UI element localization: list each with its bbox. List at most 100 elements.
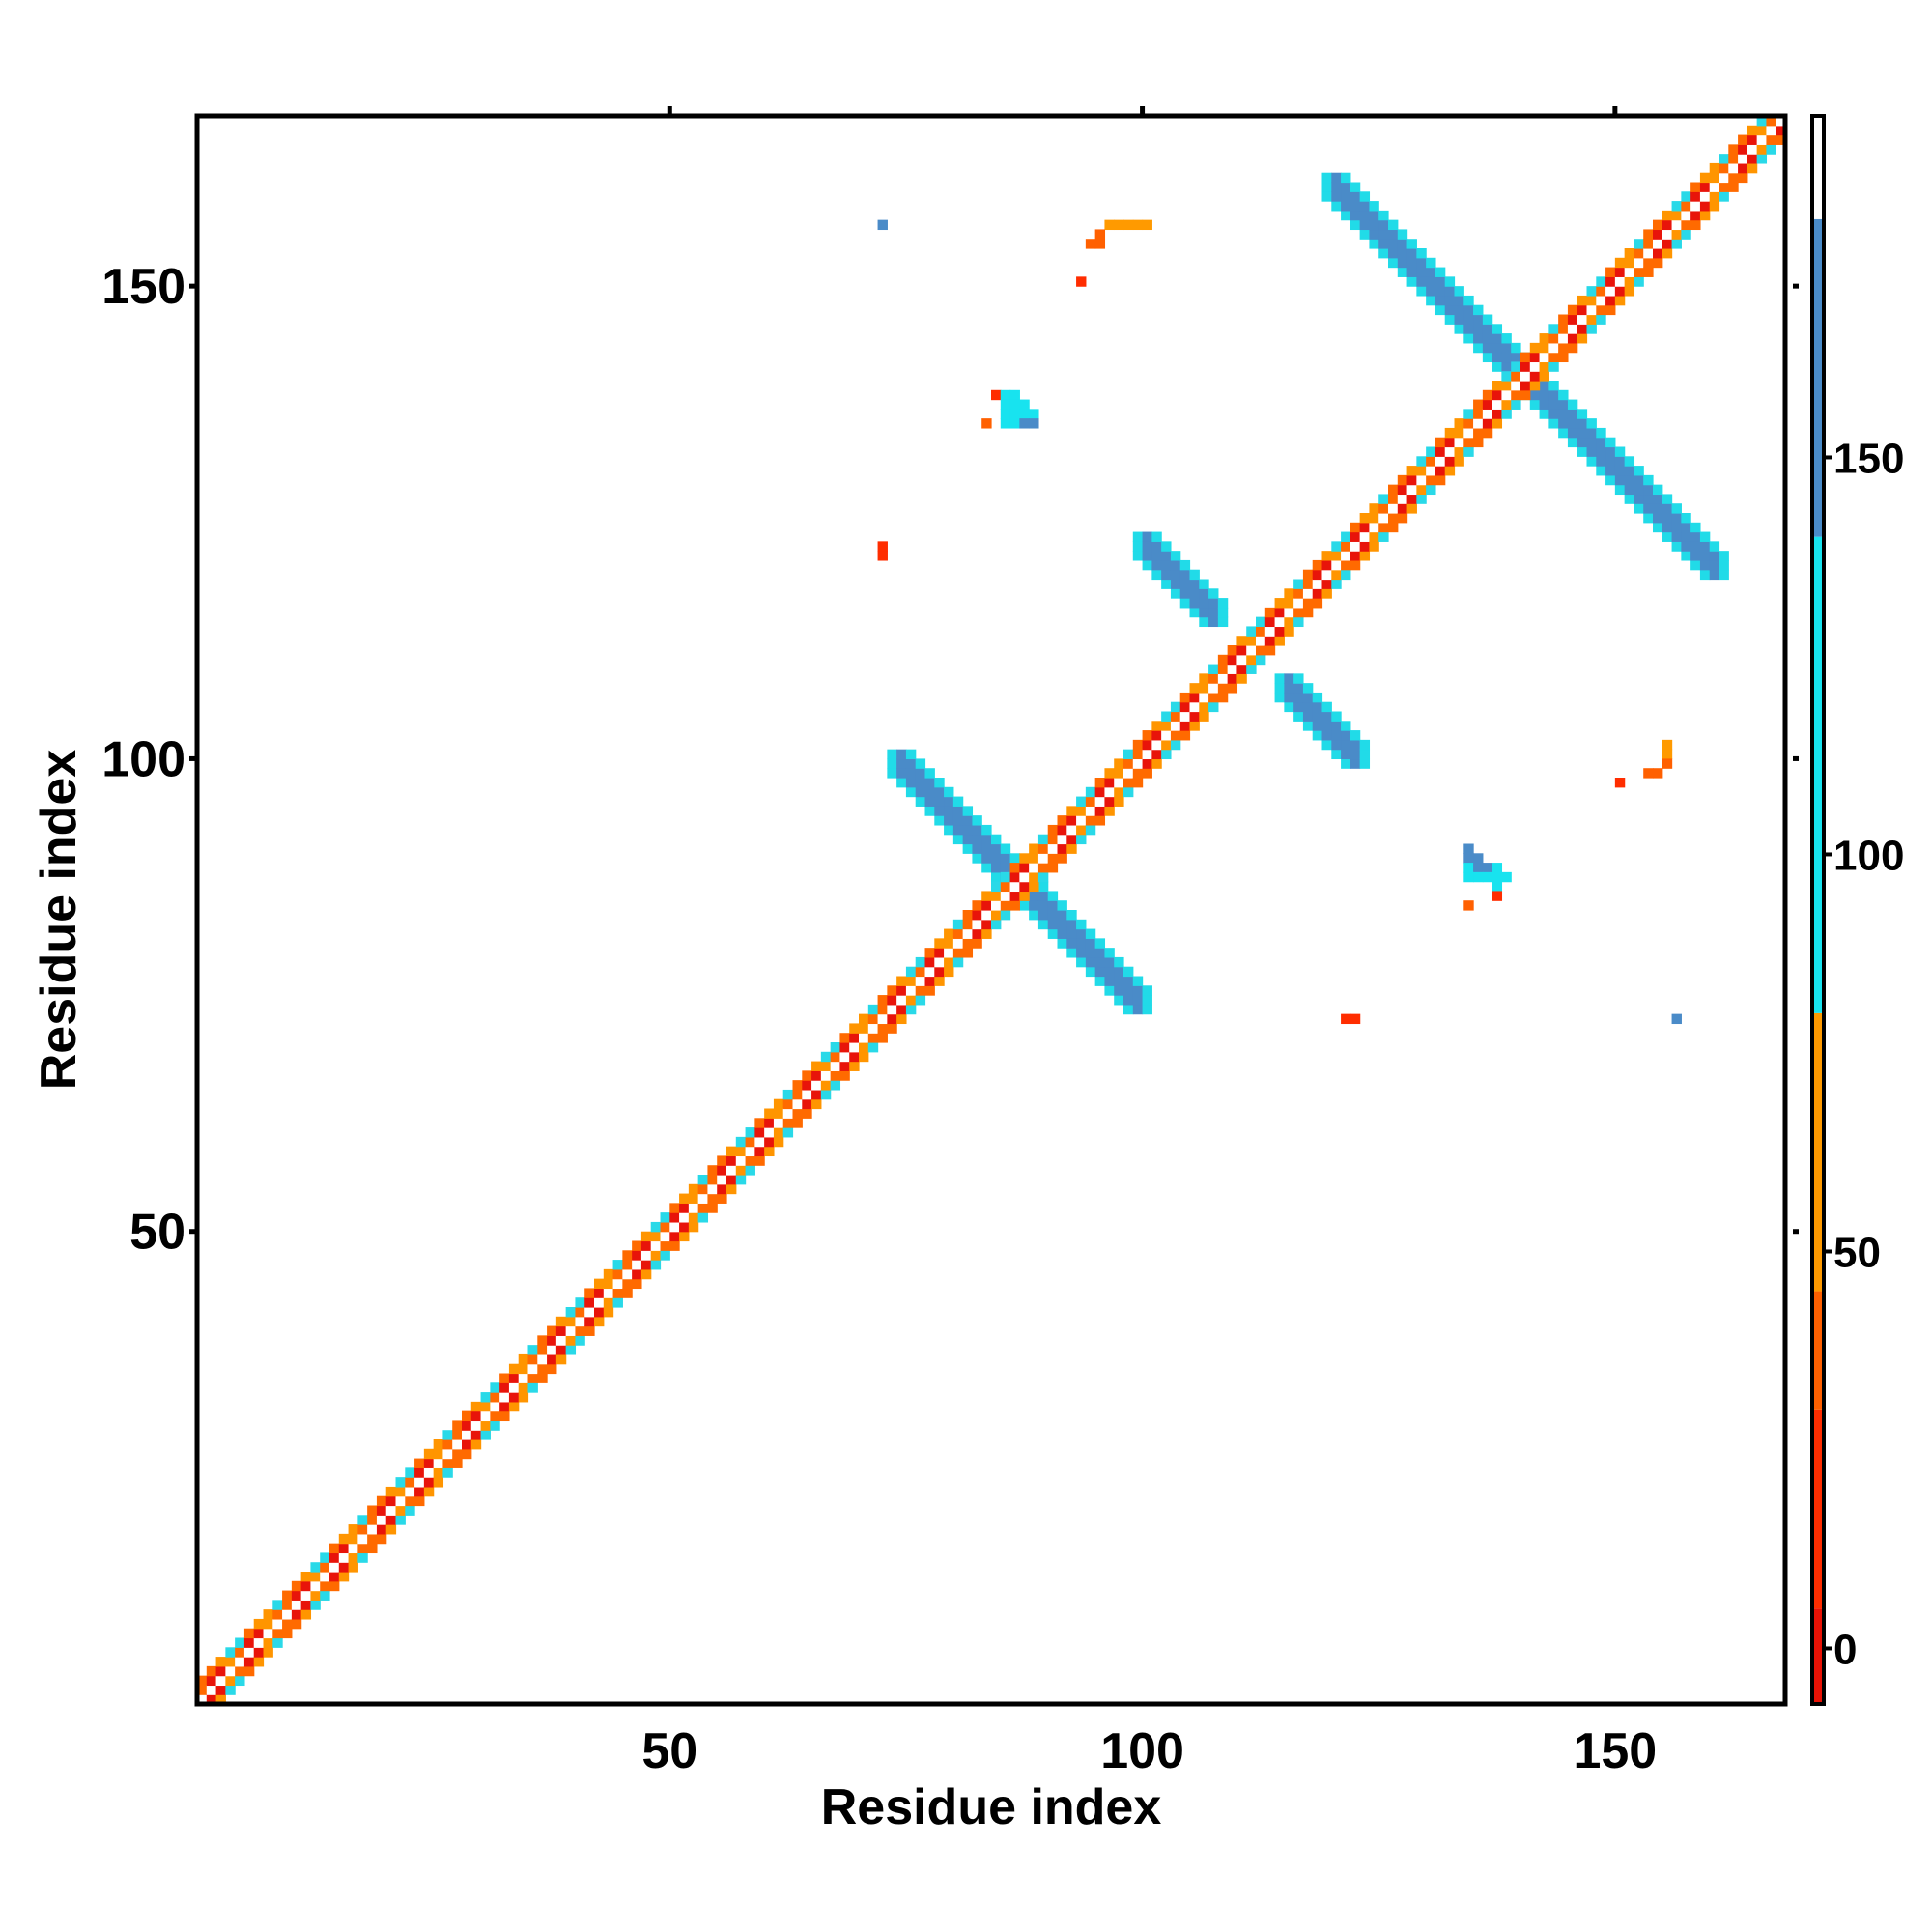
diagonal-cell: [867, 1004, 879, 1015]
contact-cell: [1463, 853, 1474, 864]
x-tick-label: 100: [1100, 1723, 1184, 1779]
diagonal-cell: [1501, 381, 1512, 391]
diagonal-cell: [924, 956, 935, 968]
band-cell: [1066, 910, 1077, 921]
diagonal-cell: [622, 1260, 633, 1270]
diagonal-cell: [1548, 342, 1559, 354]
diagonal-cell: [679, 1193, 690, 1204]
diagonal-cell: [745, 1165, 755, 1176]
diagonal-cell: [754, 1118, 765, 1128]
band-cell: [1341, 749, 1351, 760]
diagonal-cell: [527, 1382, 538, 1393]
diagonal-cell: [697, 1212, 709, 1223]
diagonal-cell: [1331, 541, 1342, 552]
band-cell: [1586, 446, 1597, 457]
diagonal-cell: [1463, 409, 1474, 419]
diagonal-cell: [1444, 446, 1456, 457]
band-cell: [1123, 966, 1134, 978]
diagonal-cell: [1728, 162, 1739, 174]
diagonal-cell: [1492, 409, 1503, 419]
band-cell: [1302, 711, 1314, 722]
diagonal-cell: [679, 1231, 690, 1242]
diagonal-cell: [282, 1618, 293, 1630]
diagonal-cell: [338, 1533, 350, 1545]
band-cell: [1094, 966, 1106, 978]
band-cell: [1170, 551, 1181, 561]
diagonal-cell: [811, 1070, 822, 1081]
diagonal-cell: [1132, 778, 1144, 788]
band-cell: [972, 843, 982, 854]
contact-cell: [1019, 399, 1030, 410]
diagonal-cell: [1397, 503, 1408, 514]
diagonal-cell: [1208, 673, 1219, 684]
band-cell: [1699, 551, 1711, 561]
diagonal-cell: [1029, 863, 1039, 873]
diagonal-cell: [1170, 711, 1181, 722]
diagonal-cell: [1104, 796, 1115, 807]
diagonal-cell: [650, 1221, 662, 1233]
diagonal-cell: [1000, 900, 1011, 911]
x-tick-label: 50: [641, 1723, 697, 1779]
band-cell: [1341, 172, 1351, 184]
diagonal-cell: [1454, 437, 1464, 448]
diagonal-cell: [1444, 427, 1456, 439]
band-cell: [1539, 389, 1549, 401]
diagonal-cell: [1264, 636, 1276, 646]
diagonal-cell: [1681, 201, 1691, 212]
diagonal-cell: [991, 910, 1002, 921]
diagonal-cell: [1699, 172, 1711, 184]
diagonal-cell: [1256, 626, 1266, 637]
diagonal-cell: [612, 1278, 623, 1290]
diagonal-cell: [300, 1572, 312, 1582]
band-cell: [1605, 456, 1616, 467]
diagonal-cell: [1256, 616, 1266, 628]
band-cell: [1151, 531, 1162, 542]
diagonal-cell: [555, 1335, 567, 1346]
diagonal-cell: [887, 1004, 897, 1015]
band-cell: [1350, 758, 1361, 769]
diagonal-cell: [640, 1250, 652, 1261]
diagonal-cell: [1681, 191, 1691, 202]
diagonal-cell: [1132, 768, 1144, 779]
band-cell: [1104, 966, 1115, 978]
diagonal-cell: [1558, 333, 1569, 344]
diagonal-cell: [480, 1410, 491, 1422]
diagonal-cell: [1463, 446, 1474, 457]
diagonal-cell: [1057, 824, 1067, 836]
band-cell: [1312, 730, 1323, 741]
band-cell: [887, 749, 897, 760]
band-cell: [1577, 437, 1588, 448]
diagonal-cell: [669, 1231, 680, 1242]
diagonal-cell: [555, 1325, 567, 1336]
band-cell: [905, 749, 917, 760]
band-cell: [1482, 342, 1493, 354]
diagonal-cell: [688, 1221, 699, 1233]
diagonal-cell: [1558, 324, 1569, 334]
diagonal-cell: [792, 1098, 803, 1110]
band-cell: [1037, 919, 1049, 930]
diagonal-cell: [1199, 692, 1209, 703]
band-cell: [1624, 466, 1635, 476]
band-cell: [1076, 938, 1087, 949]
band-cell: [1444, 276, 1456, 287]
diagonal-cell: [442, 1458, 453, 1468]
x-tick-label: 150: [1573, 1723, 1657, 1779]
diagonal-cell: [1057, 843, 1067, 854]
diagonal-cell: [1577, 295, 1588, 306]
diagonal-cell: [830, 1080, 841, 1091]
diagonal-cell: [859, 1023, 869, 1034]
diagonal-cell: [575, 1335, 585, 1346]
diagonal-cell: [782, 1098, 794, 1110]
diagonal-cell: [849, 1033, 860, 1043]
diagonal-cell: [480, 1392, 491, 1403]
diagonal-cell: [632, 1278, 642, 1290]
band-cell: [1189, 569, 1200, 581]
diagonal-cell: [1756, 134, 1768, 145]
diagonal-cell: [1756, 144, 1768, 155]
diagonal-cell: [470, 1401, 482, 1412]
diagonal-cell: [442, 1448, 453, 1460]
band-cell: [981, 834, 992, 845]
band-cell: [1037, 900, 1049, 911]
diagonal-cell: [565, 1316, 577, 1327]
diagonal-cell: [1104, 778, 1115, 788]
